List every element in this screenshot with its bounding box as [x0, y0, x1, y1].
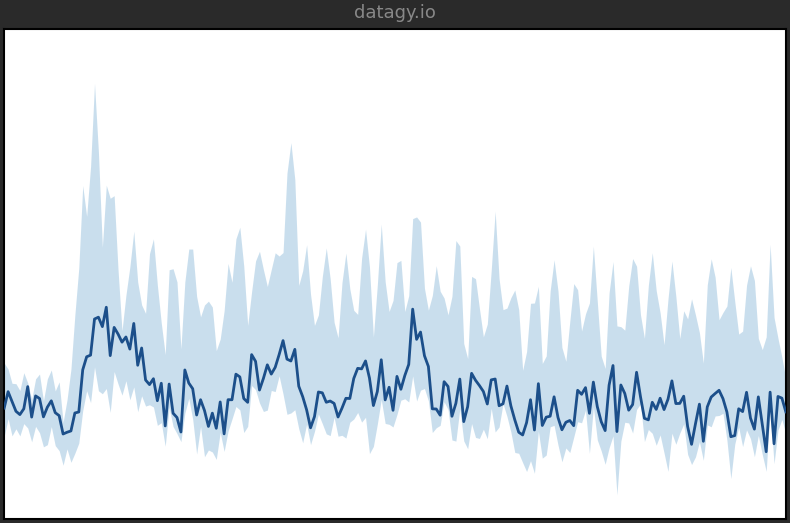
Title: datagy.io: datagy.io [354, 4, 436, 22]
